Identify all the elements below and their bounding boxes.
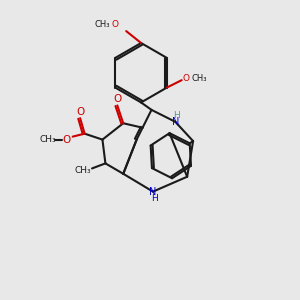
- Text: H: H: [151, 194, 158, 203]
- Text: H: H: [173, 111, 180, 120]
- Text: CH₃: CH₃: [39, 135, 56, 144]
- Text: O: O: [113, 94, 122, 104]
- Text: CH₃: CH₃: [94, 20, 110, 29]
- Text: O: O: [76, 107, 84, 117]
- Text: O: O: [111, 20, 118, 29]
- Text: N: N: [172, 117, 179, 127]
- Text: CH₃: CH₃: [191, 74, 207, 83]
- Text: O: O: [63, 135, 71, 145]
- Text: O: O: [183, 74, 190, 83]
- Text: CH₃: CH₃: [75, 166, 92, 175]
- Text: N: N: [149, 187, 157, 196]
